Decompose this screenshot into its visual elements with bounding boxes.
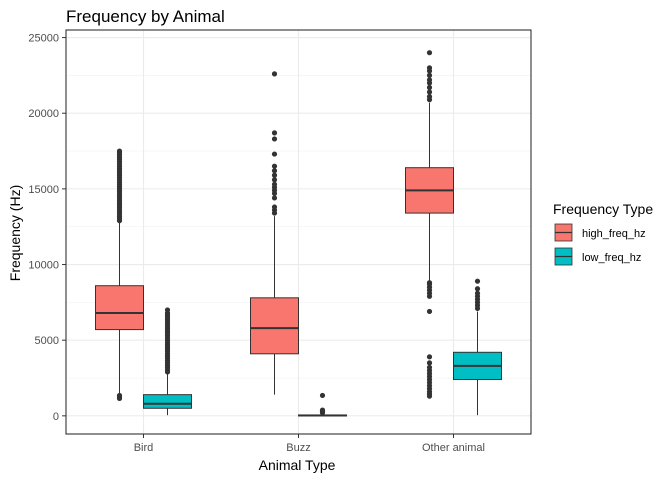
outlier-point xyxy=(426,354,433,360)
outlier-point xyxy=(271,71,278,77)
legend-items: high_freq_hz low_freq_hz xyxy=(554,223,646,266)
outlier-point xyxy=(271,195,278,201)
y-axis-title: Frequency (Hz) xyxy=(7,185,23,281)
outlier-point xyxy=(271,136,278,142)
outlier-point xyxy=(116,148,123,154)
box-high_freq_hz-buzz xyxy=(250,71,299,395)
outlier-point xyxy=(426,50,433,56)
y-tick-label: 25000 xyxy=(28,33,59,45)
outlier-point xyxy=(426,77,433,83)
outlier-point xyxy=(271,168,278,174)
legend-label: high_freq_hz xyxy=(582,228,646,240)
x-axis: Bird Buzz Other animal xyxy=(134,434,485,454)
x-tick-label: Bird xyxy=(134,442,154,454)
box-low_freq_hz-other-animal xyxy=(453,278,502,416)
outlier-point xyxy=(319,407,326,413)
outlier-point xyxy=(271,204,278,210)
outlier-point xyxy=(271,130,278,136)
outlier-point xyxy=(474,278,481,284)
box-low_freq_hz-buzz xyxy=(298,392,347,417)
outlier-point xyxy=(474,286,481,292)
outlier-point xyxy=(426,93,433,100)
y-tick-label: 0 xyxy=(53,411,59,423)
outlier-point xyxy=(271,172,278,178)
y-tick-label: 15000 xyxy=(28,184,59,196)
outlier-point xyxy=(271,163,278,169)
outlier-point xyxy=(164,307,171,313)
outlier-point xyxy=(319,392,326,399)
outlier-point xyxy=(271,177,278,183)
box-body xyxy=(143,394,192,409)
outlier-point xyxy=(426,280,433,286)
box-high_freq_hz-other-animal xyxy=(405,50,454,399)
x-tick-label: Buzz xyxy=(286,442,310,454)
box-low_freq_hz-bird xyxy=(143,307,192,416)
outlier-point xyxy=(426,84,433,91)
y-tick-label: 20000 xyxy=(28,108,59,120)
outlier-point xyxy=(426,308,433,315)
box-body xyxy=(250,297,299,355)
x-axis-title: Animal Type xyxy=(259,457,336,473)
outlier-point xyxy=(426,89,433,95)
box-high_freq_hz-bird xyxy=(95,148,144,402)
legend-item-high_freq_hz: high_freq_hz xyxy=(554,223,646,242)
legend-item-low_freq_hz: low_freq_hz xyxy=(554,247,641,266)
chart-title: Frequency by Animal xyxy=(66,7,225,26)
outlier-point xyxy=(271,181,278,187)
box-body xyxy=(95,285,144,331)
legend-label: low_freq_hz xyxy=(582,252,641,264)
y-tick-label: 10000 xyxy=(28,260,59,272)
x-tick-label: Other animal xyxy=(422,442,485,454)
outlier-point xyxy=(426,72,433,78)
plot-panel xyxy=(65,29,532,435)
outlier-point xyxy=(426,65,433,71)
legend: Frequency Type high_freq_hz low_freq_hz xyxy=(553,201,653,266)
outlier-point xyxy=(426,360,433,366)
outlier-point xyxy=(426,364,433,371)
outlier-point xyxy=(116,392,123,399)
y-axis: 0 5000 10000 15000 20000 25000 xyxy=(28,33,66,423)
outlier-point xyxy=(474,290,481,296)
legend-title: Frequency Type xyxy=(553,201,653,217)
y-tick-label: 5000 xyxy=(35,335,59,347)
outlier-point xyxy=(271,151,278,157)
